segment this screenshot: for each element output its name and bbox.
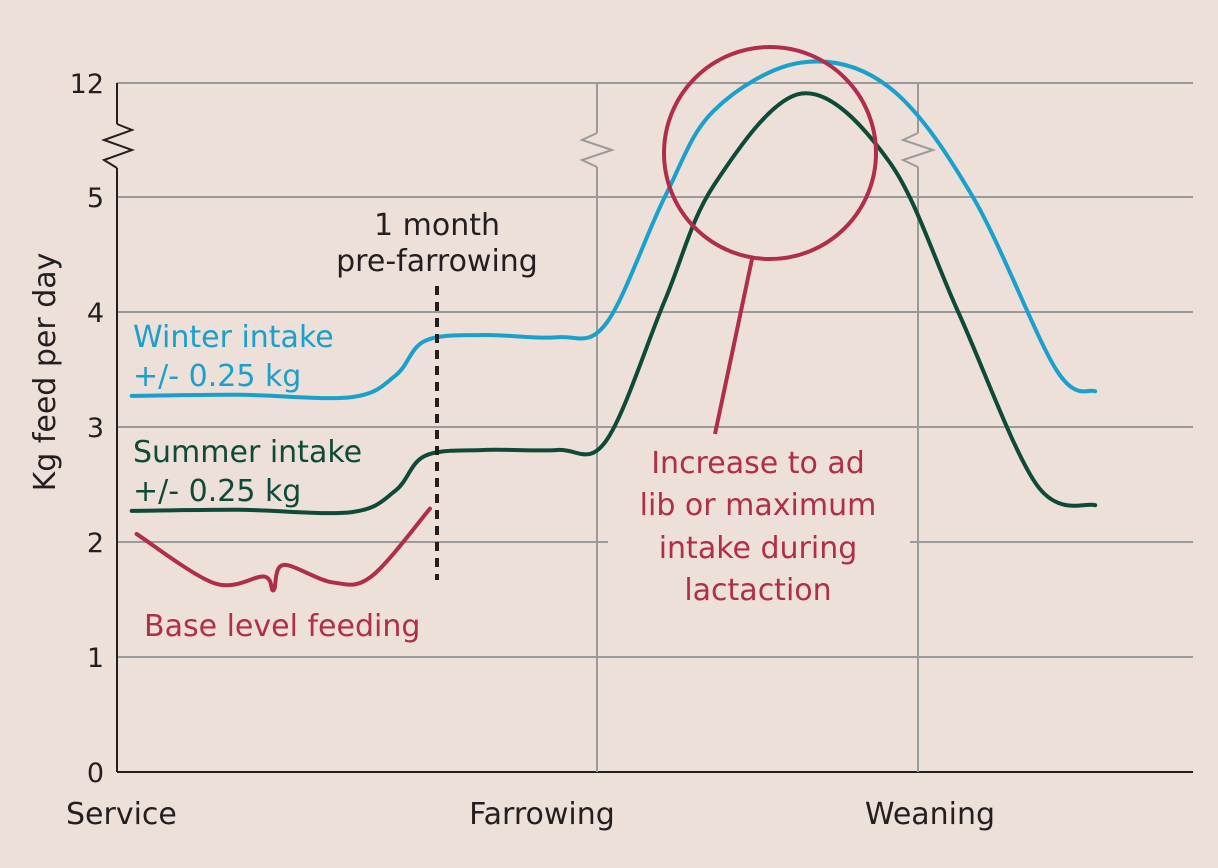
- callout-pointer: [713, 258, 754, 435]
- lactation-label-line3: intake during: [659, 531, 858, 566]
- lactation-label-line1: Increase to ad: [651, 446, 865, 481]
- lactation-label-line2: lib or maximum: [640, 488, 877, 523]
- base-feeding-label: Base level feeding: [144, 609, 420, 644]
- peak-highlight-circle: [662, 45, 878, 261]
- grid-layer: [117, 82, 1193, 658]
- farrowing-break-icon: [579, 132, 616, 168]
- base-feeding-line: [134, 506, 432, 593]
- y-tick-2: 2: [87, 528, 104, 559]
- pre-farrowing-label-line1: 1 month: [374, 208, 500, 243]
- y-tick-0: 0: [87, 758, 104, 789]
- y-tick-12: 12: [70, 69, 104, 100]
- y-axis-break-icon: [101, 123, 135, 169]
- y-tick-3: 3: [87, 413, 104, 444]
- x-label-farrowing: Farrowing: [469, 797, 615, 832]
- x-label-weaning: Weaning: [865, 797, 995, 832]
- x-label-service: Service: [66, 797, 177, 832]
- summer-label-line1: Summer intake: [133, 435, 362, 470]
- y-axis-title: Kg feed per day: [28, 253, 63, 492]
- y-tick-4: 4: [87, 298, 104, 329]
- weaning-break-icon: [900, 132, 937, 168]
- winter-label-line2: +/- 0.25 kg: [133, 359, 301, 394]
- summer-label-line2: +/- 0.25 kg: [133, 474, 301, 509]
- winter-label-line1: Winter intake: [133, 320, 334, 355]
- lactation-label-line4: lactaction: [684, 573, 831, 608]
- pre-farrowing-label-line2: pre-farrowing: [336, 244, 538, 279]
- series-layer: [129, 59, 1098, 593]
- summer-intake-line: [129, 91, 1098, 516]
- y-tick-1: 1: [87, 643, 104, 674]
- winter-intake-line: [129, 59, 1098, 401]
- y-tick-5: 5: [87, 183, 104, 214]
